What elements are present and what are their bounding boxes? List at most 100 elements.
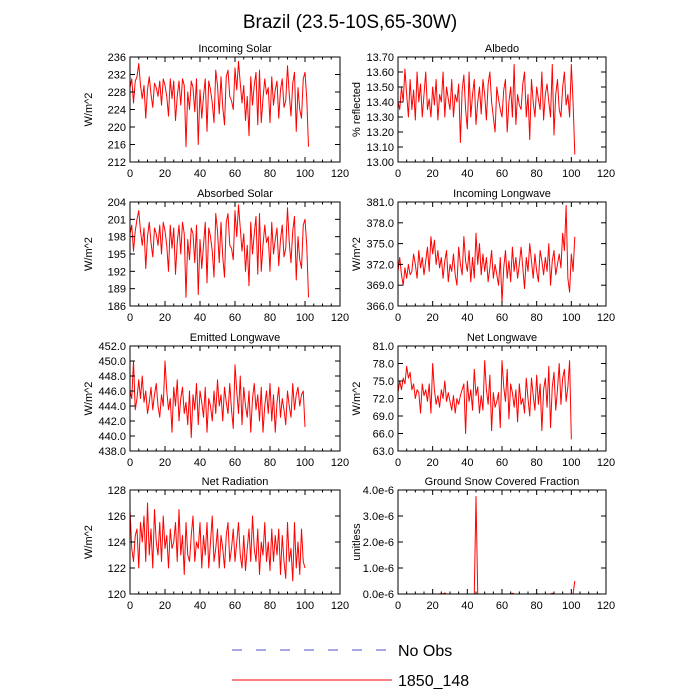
y-tick-label: 13.30: [366, 112, 394, 124]
y-tick-label: 220: [108, 122, 126, 134]
y-tick-label: 212: [108, 157, 126, 169]
series-line-5-1: [129, 360, 306, 438]
series-line-2-1: [397, 64, 576, 155]
y-tick-label: 75.0: [373, 376, 394, 388]
x-tick-label: 100: [562, 457, 580, 469]
y-tick-label: 13.40: [366, 97, 394, 109]
x-tick-label: 120: [597, 457, 615, 469]
y-tick-label: 438.0: [98, 446, 126, 458]
panel-title: Net Longwave: [467, 332, 537, 344]
panel-2: 0 20 40 60 80 100 120 13.00 13.10 13.20 13.30 13.40…: [351, 43, 615, 180]
x-tick-label: 80: [531, 168, 543, 180]
y-tick-label: 189: [108, 284, 126, 296]
y-tick-label: 204: [108, 197, 126, 209]
y-tick-label: 446.0: [98, 386, 126, 398]
x-tick-label: 100: [296, 312, 314, 324]
x-tick-label: 100: [562, 600, 580, 612]
x-tick-label: 80: [264, 457, 276, 469]
y-axis-label: W/m^2: [83, 525, 95, 559]
legend-label-1850-148: 1850_148: [398, 673, 469, 690]
y-axis-label: % reflected: [351, 82, 363, 137]
x-tick-label: 20: [427, 457, 439, 469]
x-tick-label: 100: [296, 168, 314, 180]
x-tick-label: 80: [264, 600, 276, 612]
y-axis-label: W/m^2: [351, 237, 363, 271]
y-tick-label: 120: [108, 589, 126, 601]
plot-frame: [129, 489, 341, 595]
y-tick-label: 63.0: [373, 446, 394, 458]
x-tick-label: 100: [562, 312, 580, 324]
y-tick-label: 452.0: [98, 341, 126, 353]
x-tick-label: 20: [427, 312, 439, 324]
y-axis-label: W/m^2: [83, 93, 95, 127]
x-tick-label: 0: [395, 168, 401, 180]
y-tick-label: 126: [108, 511, 126, 523]
x-tick-label: 100: [562, 168, 580, 180]
x-tick-label: 80: [531, 600, 543, 612]
x-tick-label: 40: [461, 168, 473, 180]
y-tick-label: 201: [108, 214, 126, 226]
x-tick-label: 0: [127, 457, 133, 469]
y-tick-label: 13.70: [366, 52, 394, 64]
x-tick-label: 80: [531, 457, 543, 469]
panel-4: 0 20 40 60 80 100 120 366.0 369.0 372.0 375.0 378.0…: [351, 188, 615, 324]
y-axis-label: unitless: [351, 523, 363, 561]
y-tick-label: 69.0: [373, 411, 394, 423]
y-tick-label: 13.60: [366, 67, 394, 79]
x-tick-label: 60: [496, 600, 508, 612]
x-tick-label: 80: [264, 168, 276, 180]
y-tick-label: 440.0: [98, 431, 126, 443]
panel-1: 0 20 40 60 80 100 120 212 216 220 224 228 232 236 Inco…: [83, 43, 349, 180]
y-tick-label: 198: [108, 232, 126, 244]
panel-title: Absorbed Solar: [197, 188, 273, 200]
y-tick-label: 195: [108, 249, 126, 261]
y-tick-label: 4.0e-6: [363, 485, 394, 497]
x-tick-label: 0: [127, 312, 133, 324]
x-tick-label: 0: [395, 600, 401, 612]
y-tick-label: 375.0: [366, 239, 394, 251]
y-tick-label: 13.10: [366, 142, 394, 154]
panel-title: Emitted Longwave: [190, 332, 281, 344]
x-tick-label: 40: [461, 457, 473, 469]
x-tick-label: 60: [229, 600, 241, 612]
x-tick-label: 120: [331, 168, 349, 180]
y-tick-label: 444.0: [98, 401, 126, 413]
series-line-3-1: [129, 204, 309, 298]
y-tick-label: 72.0: [373, 394, 394, 406]
series-line-1-1: [129, 60, 309, 148]
y-tick-label: 186: [108, 301, 126, 313]
panel-title: Incoming Longwave: [453, 188, 551, 200]
x-tick-label: 20: [427, 168, 439, 180]
y-tick-label: 448.0: [98, 371, 126, 383]
panel-title: Net Radiation: [202, 476, 269, 488]
x-tick-label: 40: [461, 600, 473, 612]
x-tick-label: 120: [597, 168, 615, 180]
y-tick-label: 372.0: [366, 259, 394, 271]
x-tick-label: 120: [597, 600, 615, 612]
panel-title: Incoming Solar: [198, 43, 272, 55]
x-tick-label: 60: [229, 168, 241, 180]
y-tick-label: 0.0e-6: [363, 589, 394, 601]
x-tick-label: 120: [331, 600, 349, 612]
x-tick-label: 20: [159, 457, 171, 469]
y-tick-label: 3.0e-6: [363, 511, 394, 523]
y-axis-label: W/m^2: [351, 382, 363, 416]
panel-3: 0 20 40 60 80 100 120 186 189 192 195 198 201 204 Abso…: [83, 188, 349, 324]
x-tick-label: 80: [531, 312, 543, 324]
panels: 0 20 40 60 80 100 120212216220224228232236Inco…: [83, 43, 615, 612]
x-tick-label: 60: [496, 168, 508, 180]
y-tick-label: 366.0: [366, 301, 394, 313]
y-tick-label: 1.0e-6: [363, 563, 394, 575]
panel-5: 0 20 40 60 80 100 120 438.0 440.0 442.0 444.0 446.0…: [83, 332, 349, 469]
y-tick-label: 128: [108, 485, 126, 497]
x-tick-label: 120: [331, 457, 349, 469]
x-tick-label: 100: [296, 600, 314, 612]
y-tick-label: 228: [108, 87, 126, 99]
y-tick-label: 216: [108, 140, 126, 152]
y-tick-label: 192: [108, 266, 126, 278]
x-tick-label: 60: [496, 312, 508, 324]
y-tick-label: 122: [108, 563, 126, 575]
x-tick-label: 80: [264, 312, 276, 324]
series-line-4-1: [397, 204, 576, 304]
